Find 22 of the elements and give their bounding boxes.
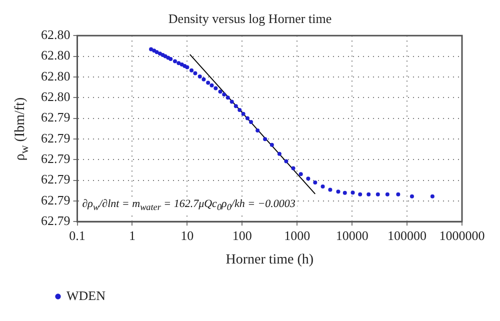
x-tick-label: 100000 xyxy=(388,228,427,243)
x-tick-label: 10000 xyxy=(336,228,368,243)
y-tick-label: 62.80 xyxy=(41,48,70,63)
x-axis-title: Horner time (h) xyxy=(226,252,314,268)
x-tick-label: 10 xyxy=(180,228,194,243)
y-tick-label: 62.79 xyxy=(41,151,70,166)
x-tick-label: 100 xyxy=(232,228,252,243)
y-tick-label: 62.80 xyxy=(41,89,70,104)
x-tick-label: 0.1 xyxy=(69,228,86,243)
x-tick-label: 1000 xyxy=(284,228,310,243)
y-tick-label: 62.79 xyxy=(41,172,70,187)
text: ∂ρ$_{w}$/∂lnt = m$_{water}$ = 162.7μQc$_{0}$ρ$_{0}$/kh = −0.0003 xyxy=(82,198,296,212)
y-tick-label: 62.79 xyxy=(41,213,70,228)
y-tick-label: 62.80 xyxy=(41,68,70,84)
x-tick-label: 1000000 xyxy=(439,228,485,243)
y-tick-label: 62.80 xyxy=(41,27,70,42)
chart-title: Density versus log Horner time xyxy=(168,11,332,26)
x-tick-label: 1 xyxy=(128,228,136,243)
y-tick-label: 62.79 xyxy=(41,130,70,146)
y-tick-label: 62.79 xyxy=(41,110,70,125)
legend-label: WDEN xyxy=(66,288,106,303)
y-tick-label: 62.79 xyxy=(41,192,70,208)
